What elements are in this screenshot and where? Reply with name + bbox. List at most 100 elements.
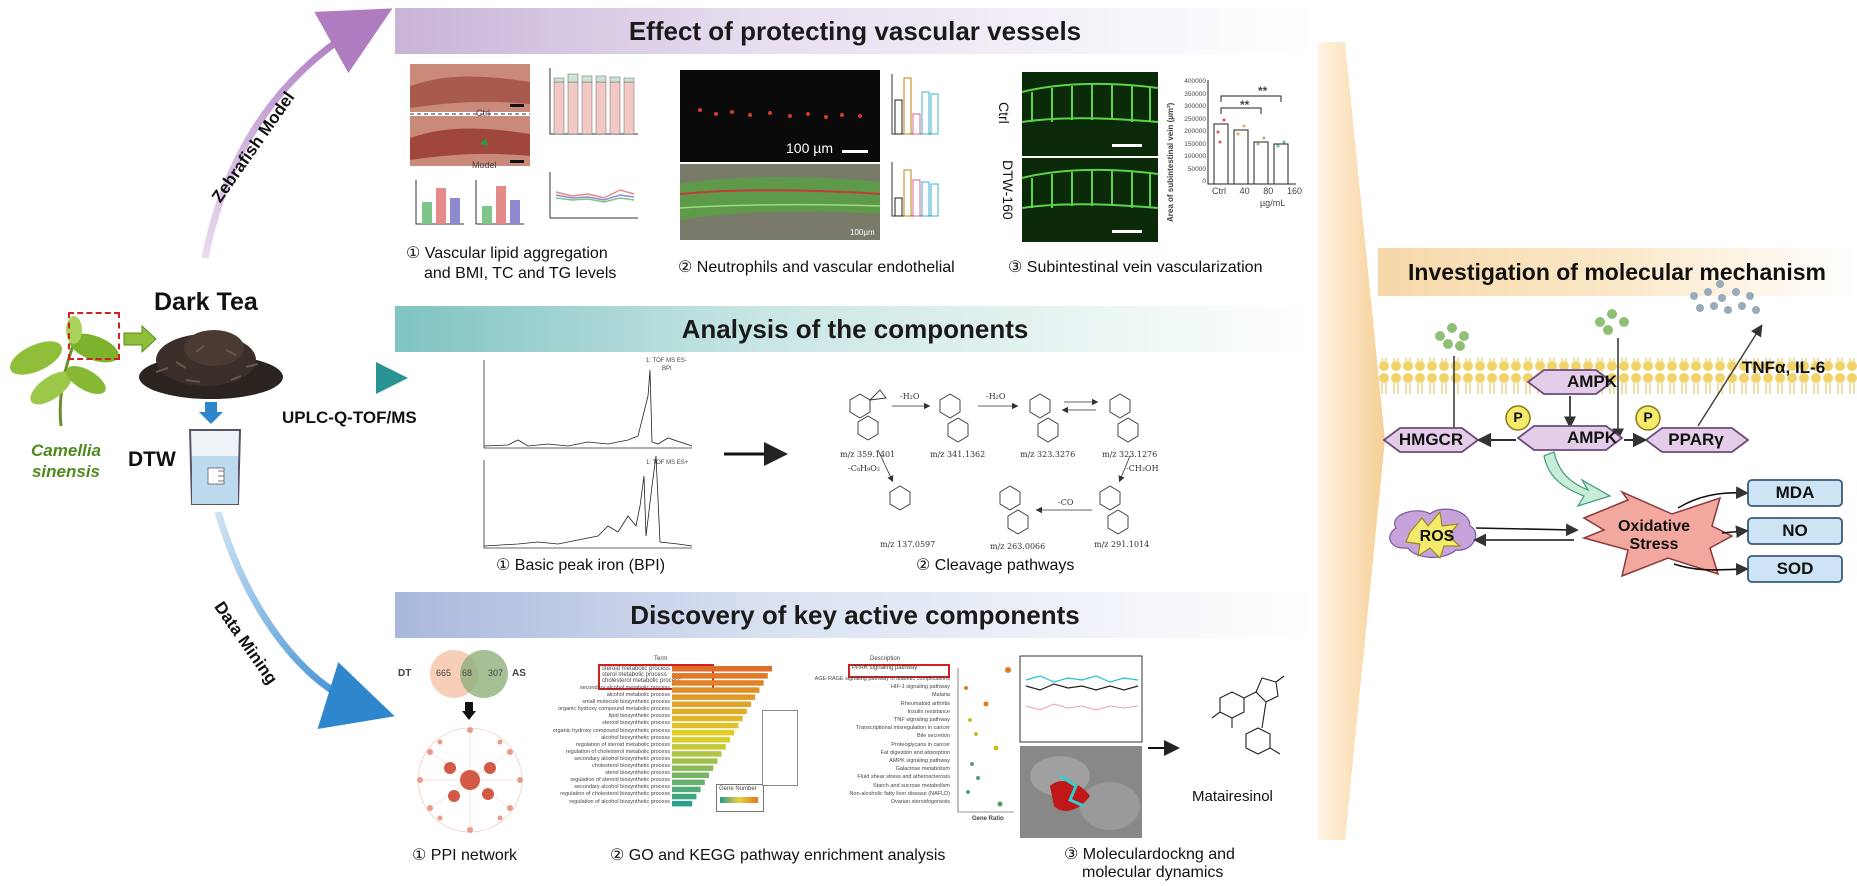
neutrophil-fluorescence-image [680, 70, 880, 162]
go-bar [672, 708, 747, 715]
green-particles-2 [1595, 309, 1629, 335]
go-term: regulation of steroid metabolic process [575, 741, 670, 748]
go-legend-gradient [720, 797, 758, 803]
kegg-header: Description [870, 656, 901, 662]
go-term: alcohol metabolic process [606, 692, 670, 699]
ppi-network-image [417, 727, 523, 833]
banner-mechanism: Investigation of molecular mechanism [1378, 248, 1856, 296]
cleavage-structures [849, 389, 1139, 535]
go-term: secondary alcohol biosynthetic process [574, 784, 670, 791]
caption-discovery-1: ① PPI network [412, 847, 518, 864]
caption-components-2: ② Cleavage pathways [916, 557, 1075, 574]
bpi-to-pathway-arrow [724, 442, 788, 466]
mz-1: m/z 359.1401 [840, 450, 896, 459]
go-bar [672, 680, 764, 686]
go-term: regulation of alcohol biosynthetic proce… [569, 798, 670, 805]
venn-as: AS [512, 668, 526, 679]
go-top-2: sterol metabolic process [602, 672, 667, 678]
go-term: steroid biosynthetic process [602, 720, 670, 727]
ppar-node [1644, 427, 1750, 453]
go-top-3: cholesterol metabolic process [602, 678, 682, 684]
svv-unit: µg/mL [1260, 198, 1286, 208]
plant-label-line1: Camellia [31, 441, 101, 460]
panel-go: Term steroid metabolic process sterol me… [540, 656, 772, 826]
dark-tea-label: Dark Tea [154, 288, 258, 316]
ampk-mid-node [1516, 425, 1624, 451]
zebrafish-image [410, 64, 530, 166]
go-bar [672, 687, 760, 693]
kegg-term: Malaria [931, 692, 950, 699]
model-small-label: Model [472, 160, 497, 170]
go-bar [672, 772, 709, 778]
svv-ytick: 250000 [1184, 115, 1206, 123]
go-bar [672, 793, 697, 800]
phospho-badge-1 [1505, 405, 1531, 431]
go-bar [672, 758, 718, 764]
kegg-term: HIF-1 signaling pathway [890, 684, 950, 691]
kegg-items: AGE-RAGE signaling pathway in diabetic c… [770, 675, 950, 806]
venn-down-arrow [462, 702, 476, 720]
venn-left: 665 [436, 668, 452, 678]
svv-xtick: Ctrl [1212, 186, 1226, 196]
svv-sig-2: ** [1240, 98, 1250, 112]
ampk-top-node [1526, 369, 1614, 395]
kegg-top: PPAR signaling pathway [852, 665, 918, 671]
oxidative-stress-node [1581, 490, 1734, 578]
panel-kegg: Description PPAR signaling pathway AGE-R… [762, 656, 1014, 826]
kegg-term: Non-alcoholic fatty liver disease (NAFLD… [849, 790, 950, 797]
caption-vascular-3: ③ Subintestinal vein vascularization [1008, 259, 1263, 276]
kegg-term: TNF signaling pathway [894, 717, 950, 724]
kegg-xlabel: Gene Ratio [972, 816, 1004, 822]
dtw-label: DTW [128, 448, 176, 471]
banner-components: Analysis of the components [395, 306, 1315, 352]
go-bar [672, 701, 751, 707]
go-term: small molecule biosynthetic process [582, 699, 670, 706]
kegg-term: Proteoglycans in cancer [891, 741, 950, 748]
scale-bar-label-2: 100µm [850, 228, 875, 237]
panel-bpi: 1: TOF MS ES- 1: TOF MS ES+ BPI [478, 356, 698, 554]
mda-label: MDA [1775, 483, 1815, 502]
go-bar [672, 722, 739, 729]
svv-ytick: 400000 [1184, 78, 1206, 85]
green-particles-1 [1435, 323, 1469, 351]
kegg-term: Insulin resistance [907, 708, 951, 715]
svv-xtick: 80 [1263, 186, 1274, 196]
panel-ppi: DT AS 665 68 307 [398, 648, 530, 843]
caption-discovery-2: ② GO and KEGG pathway enrichment analysi… [610, 847, 946, 864]
go-term: secondary alcohol metabolic process [579, 685, 670, 691]
go-bar [672, 765, 714, 771]
go-items: secondary alcohol metabolic process alcoh… [540, 685, 670, 806]
loss-ch3oh: -CH₃OH [1126, 464, 1159, 473]
neutrophil-bars [891, 74, 939, 217]
matairesinol-label: Matairesinol [1192, 788, 1273, 805]
caption-vascular-2: ② Neutrophils and vascular endothelial [678, 259, 955, 276]
tea-plant-image [10, 316, 119, 427]
loss-c8h9o2: -C₈H₉O₂ [848, 464, 880, 473]
go-term: secondary alcohol biosynthetic process [574, 755, 670, 762]
loss-h2o-2: -H₂O [986, 392, 1006, 401]
bpi-label-1: 1: TOF MS ES- [646, 358, 687, 364]
banner-discovery: Discovery of key active components [395, 592, 1315, 638]
caption-discovery-3: ③ Moleculardockng and molecular dynamics [1064, 846, 1235, 882]
kegg-term: Galactose metabolism [895, 766, 950, 773]
go-term: alcohol biosynthetic process [601, 734, 670, 741]
oxidative-line1: Oxidative [1617, 518, 1691, 535]
go-term: regulation of cholesterol biosynthetic p… [560, 791, 670, 798]
svv-ytick: 150000 [1184, 140, 1206, 148]
loss-h2o-1: -H₂O [900, 392, 920, 401]
ros-label: ROS [1419, 528, 1455, 545]
mz-5: m/z 137.0597 [880, 540, 936, 549]
md-to-matairesinol-arrow [1148, 740, 1180, 756]
panel-svv: Ctrl DTW-160 Area of subintestinal vein … [996, 72, 1302, 242]
svv-yticks: 400000 350000 300000 250000 200000 150000 1000… [1178, 76, 1206, 189]
uplc-label: UPLC-Q-TOF/MS [282, 408, 417, 427]
caption-discovery-3-line2: molecular dynamics [1082, 864, 1224, 881]
caption-vascular-1-line1: ① Vascular lipid aggregation [406, 245, 608, 262]
kegg-term: AMPK signaling pathway [889, 758, 950, 765]
svv-ytick: 100000 [1184, 153, 1206, 160]
go-bar [672, 744, 726, 750]
tnf-label: TNFα, IL-6 [1742, 358, 1826, 377]
data-mining-arrow [214, 511, 395, 729]
scale-bar-label: 100 µm [786, 140, 833, 156]
kegg-term: Rheumatoid arthritis [900, 700, 950, 707]
